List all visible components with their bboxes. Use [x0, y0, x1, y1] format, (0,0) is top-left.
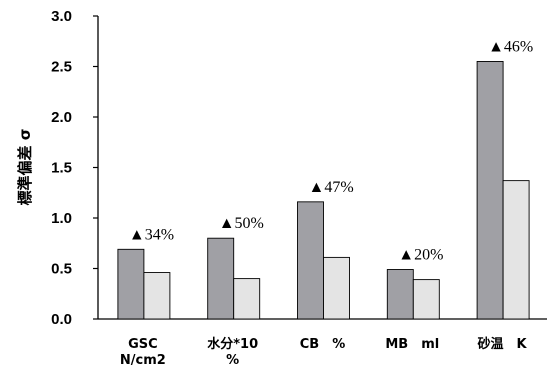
annotation-label: ▲50%	[219, 215, 264, 232]
x-category-label: GSC	[128, 337, 158, 352]
y-tick-label: 2.0	[51, 109, 72, 126]
y-tick-label: 0.5	[51, 261, 72, 278]
y-tick-label: 1.0	[51, 210, 72, 227]
bar-series-1	[386, 269, 414, 320]
x-category-label: 砂温 K	[477, 336, 528, 352]
x-category-label: MB ml	[385, 337, 439, 352]
x-category-label: N/cm2	[120, 353, 166, 368]
y-tick-label: 0.0	[51, 311, 72, 328]
bar-series-2	[412, 279, 440, 320]
annotation-label: ▲47%	[309, 179, 354, 196]
y-tick-label: 3.0	[51, 8, 72, 25]
bar-series-1	[207, 237, 235, 320]
y-tick-label: 2.5	[51, 59, 72, 76]
annotation-label: ▲46%	[488, 38, 533, 55]
bar-series-1	[476, 61, 504, 320]
bar-series-1	[117, 248, 145, 320]
annotation-label: ▲20%	[398, 247, 443, 264]
y-axis-label: 標準偏差 σ	[16, 129, 34, 206]
y-tick-label: 1.5	[51, 160, 72, 177]
bar-series-1	[297, 201, 324, 320]
x-category-label: 水分*10	[207, 336, 258, 352]
y-axis-title: 標準偏差 σ	[16, 129, 34, 206]
annotation-label: ▲34%	[129, 226, 174, 243]
x-category-label: CB %	[300, 337, 345, 352]
bar-series-2	[233, 278, 261, 320]
bar-series-2	[502, 180, 530, 320]
bar-series-2	[323, 256, 350, 320]
bar-series-2	[143, 272, 171, 320]
x-category-label: %	[226, 353, 239, 368]
